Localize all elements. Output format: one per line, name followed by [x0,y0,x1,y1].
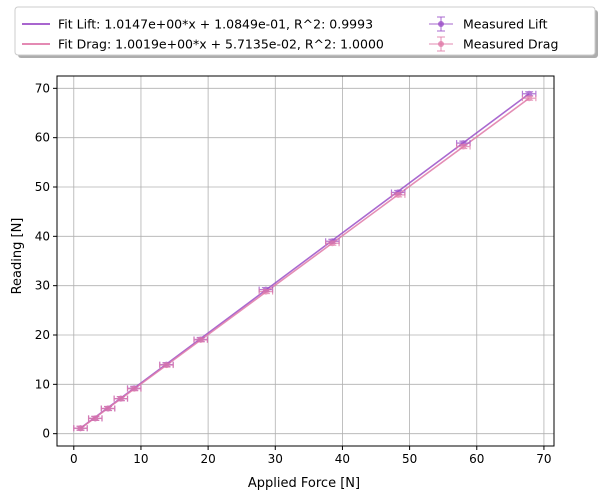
x-tick-label: 50 [402,452,417,466]
x-tick-label: 0 [70,452,78,466]
point-marker [197,336,204,343]
data-point [159,362,174,369]
point-marker [526,95,533,102]
x-tick-label: 30 [268,452,283,466]
data-point [258,288,274,295]
data-point [193,336,209,343]
data-points [73,90,537,432]
data-point [73,425,88,432]
data-point [113,395,129,402]
y-tick-label: 60 [35,131,50,145]
point-marker [262,288,269,295]
legend-point-swatch [438,21,444,27]
data-point [390,191,406,198]
y-tick-label: 0 [42,427,50,441]
legend-item: Measured Lift [429,16,548,32]
legend-label: Fit Lift: 1.0147e+00*x + 1.0849e-01, R^2… [58,17,373,32]
x-axis-label: Applied Force [N] [248,476,360,491]
fit-lines [80,93,530,430]
y-axis-label: Reading [N] [10,218,25,295]
y-tick-label: 40 [35,229,50,243]
data-point [126,385,142,392]
y-tick-label: 20 [35,328,50,342]
x-tick-label: 70 [536,452,551,466]
legend-item: Fit Drag: 1.0019e+00*x + 5.7135e-02, R^2… [22,37,384,52]
legend-label: Measured Drag [463,37,558,52]
data-point [521,95,537,102]
x-tick-label: 60 [469,452,484,466]
point-marker [92,415,99,422]
point-marker [163,362,170,369]
y-tick-label: 10 [35,377,50,391]
point-marker [77,425,84,432]
y-tick-label: 70 [35,81,50,95]
legend-label: Fit Drag: 1.0019e+00*x + 5.7135e-02, R^2… [58,37,384,52]
data-point [325,240,340,247]
legend: Fit Lift: 1.0147e+00*x + 1.0849e-01, R^2… [14,6,598,58]
point-marker [329,240,336,247]
point-marker [131,385,138,392]
legend-point-swatch [438,41,444,47]
data-point [456,143,471,150]
point-marker [105,405,112,412]
plot-area: 0 10 20 30 40 50 60 70 0 10 20 30 40 50 60 70 [35,75,555,466]
legend-item: Fit Lift: 1.0147e+00*x + 1.0849e-01, R^2… [22,17,373,32]
y-tick-label: 30 [35,279,50,293]
data-point [100,405,116,412]
point-marker [526,90,533,97]
legend-box [14,6,596,56]
x-tick-label: 10 [133,452,148,466]
axes-frame [56,75,555,447]
data-point [87,415,103,422]
point-marker [117,395,124,402]
fit-line [80,97,530,430]
fit-line [80,93,530,429]
legend-label: Measured Lift [463,17,548,32]
x-tick-label: 20 [200,452,215,466]
ticks: 0 10 20 30 40 50 60 70 0 10 20 30 40 50 60 70 [35,81,552,466]
point-marker [460,143,467,150]
legend-item: Measured Drag [429,36,558,52]
point-marker [395,191,402,198]
y-tick-label: 50 [35,180,50,194]
x-tick-label: 40 [335,452,350,466]
